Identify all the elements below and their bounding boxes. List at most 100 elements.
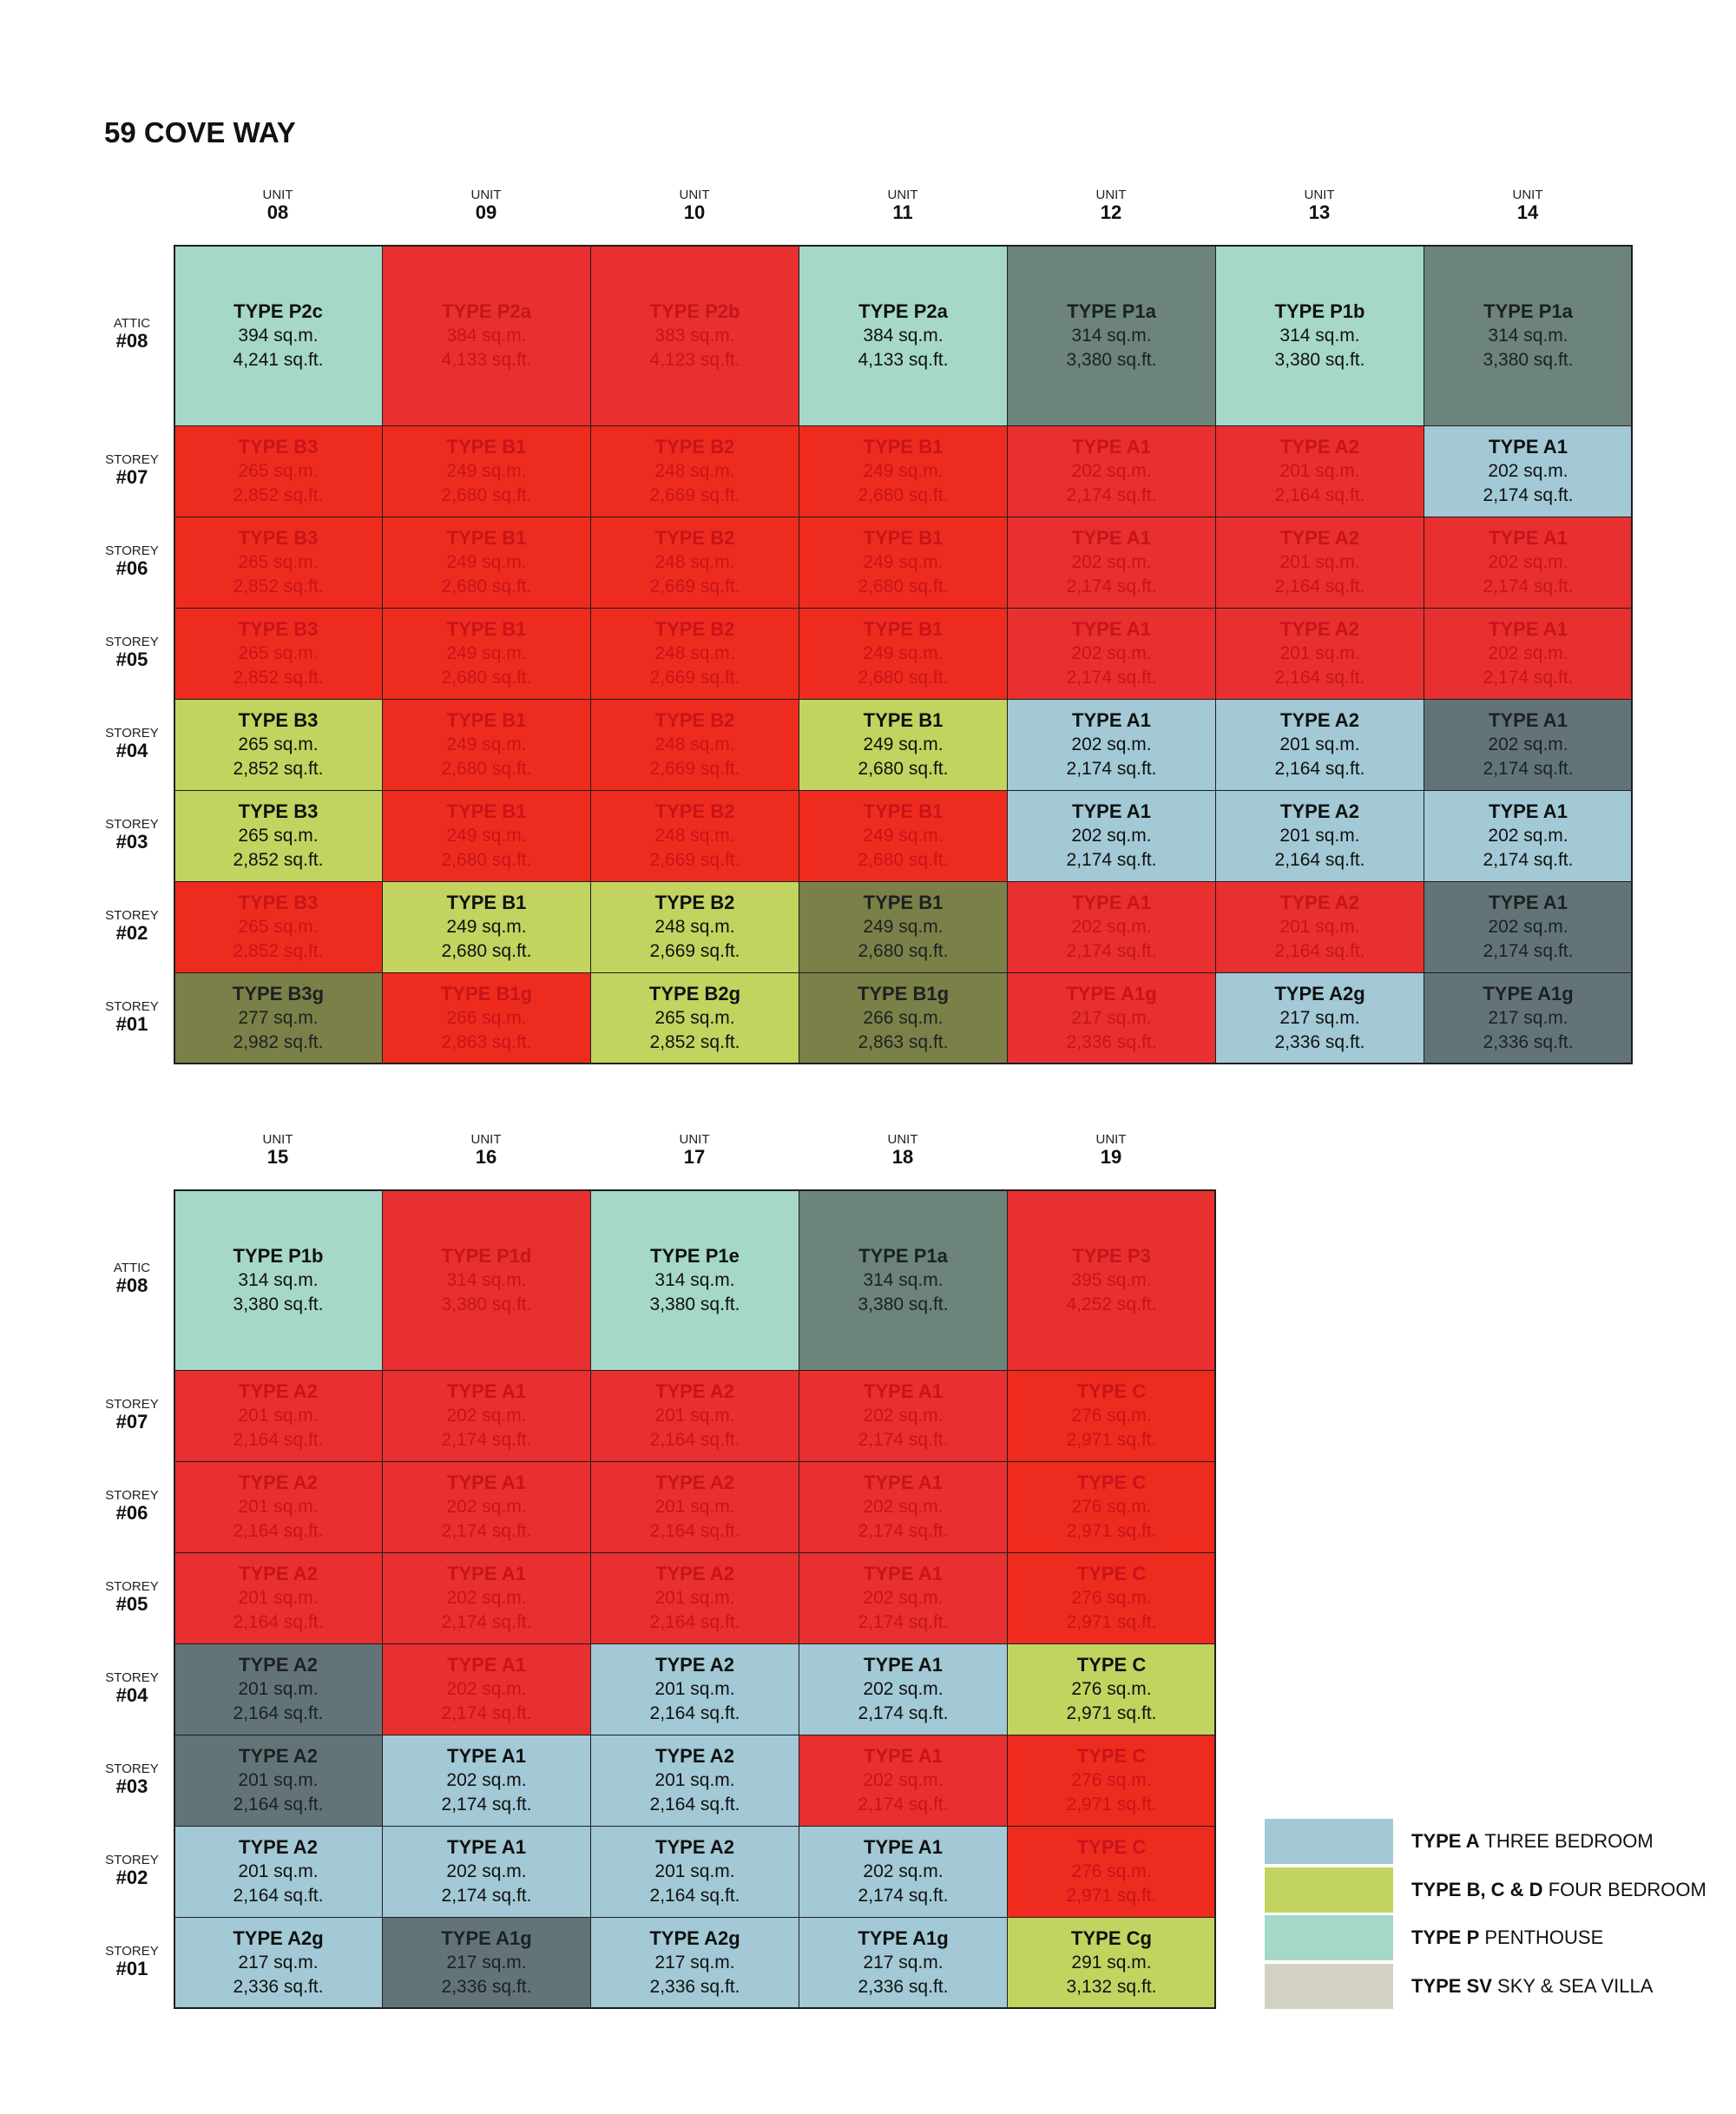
unit-sqm: 265 sq.m. [238, 552, 319, 572]
unit-type: TYPE B3 [238, 436, 319, 458]
unit-cell: TYPE A2g 217 sq.m. 2,336 sq.ft. [590, 1917, 799, 2009]
unit-type: TYPE A2g [233, 1927, 324, 1949]
unit-sqft: 2,174 sq.ft. [1066, 576, 1157, 596]
unit-type: TYPE A1 [1489, 436, 1568, 458]
unit-cell: TYPE B1 249 sq.m. 2,680 sq.ft. [382, 881, 591, 973]
unit-sqft: 2,336 sq.ft. [1274, 1032, 1365, 1052]
unit-cell: TYPE A2 201 sq.m. 2,164 sq.ft. [174, 1643, 383, 1735]
unit-cell: TYPE B1g 266 sq.m. 2,863 sq.ft. [382, 972, 591, 1064]
unit-header: UNIT 08 [174, 188, 382, 223]
unit-type: TYPE B1 [446, 800, 527, 822]
unit-label: UNIT [679, 188, 710, 202]
unit-sqm: 202 sq.m. [446, 1679, 527, 1699]
unit-sqft: 2,680 sq.ft. [858, 759, 949, 779]
floor-number: #07 [115, 1410, 148, 1432]
unit-type: TYPE C [1076, 1563, 1147, 1584]
unit-sqft: 2,174 sq.ft. [441, 1795, 532, 1814]
unit-cell: TYPE A2 201 sq.m. 2,164 sq.ft. [1215, 425, 1424, 517]
unit-sqm: 202 sq.m. [1488, 826, 1568, 846]
unit-sqm: 249 sq.m. [863, 643, 944, 663]
unit-sqm: 249 sq.m. [446, 643, 527, 663]
floor-number: #01 [115, 1957, 148, 1979]
unit-type: TYPE P2c [233, 300, 323, 322]
unit-sqm: 276 sq.m. [1071, 1406, 1152, 1426]
unit-sqft: 2,971 sq.ft. [1066, 1703, 1157, 1723]
unit-type: TYPE A2g [1274, 983, 1365, 1004]
unit-sqft: 3,380 sq.ft. [858, 1294, 949, 1314]
unit-sqft: 2,174 sq.ft. [1483, 941, 1574, 961]
floor-label-text: STOREY [105, 1852, 159, 1867]
unit-header: UNIT 19 [1007, 1132, 1215, 1168]
unit-sqm: 265 sq.m. [238, 917, 319, 937]
unit-sqft: 2,669 sq.ft. [649, 759, 740, 779]
unit-type: TYPE B1 [446, 709, 527, 731]
floor-label: STOREY #05 [84, 1579, 180, 1615]
unit-sqft: 2,971 sq.ft. [1066, 1795, 1157, 1814]
floor-label: STOREY #03 [84, 1762, 180, 1797]
unit-type: TYPE B3 [238, 709, 319, 731]
unit-type: TYPE B1 [863, 709, 944, 731]
unit-sqft: 3,132 sq.ft. [1066, 1977, 1157, 1997]
unit-type: TYPE B3 [238, 800, 319, 822]
unit-cell: TYPE A1 202 sq.m. 2,174 sq.ft. [1007, 517, 1216, 609]
unit-cell: TYPE A2 201 sq.m. 2,164 sq.ft. [1215, 699, 1424, 791]
unit-sqm: 202 sq.m. [1488, 552, 1568, 572]
unit-header: UNIT 16 [382, 1132, 590, 1168]
unit-sqft: 2,164 sq.ft. [1274, 576, 1365, 596]
unit-type: TYPE A2 [1280, 618, 1359, 640]
floor-label-text: STOREY [105, 1761, 159, 1776]
unit-cell: TYPE P1d 314 sq.m. 3,380 sq.ft. [382, 1189, 591, 1371]
unit-sqft: 2,174 sq.ft. [858, 1521, 949, 1541]
unit-type: TYPE A1g [1066, 983, 1157, 1004]
unit-cell: TYPE A1 202 sq.m. 2,174 sq.ft. [1007, 425, 1216, 517]
unit-sqm: 202 sq.m. [446, 1588, 527, 1608]
unit-cell: TYPE A1 202 sq.m. 2,174 sq.ft. [799, 1735, 1008, 1827]
floor-label: ATTIC #08 [84, 1261, 180, 1296]
unit-sqm: 276 sq.m. [1071, 1679, 1152, 1699]
unit-type: TYPE A1 [447, 1836, 526, 1858]
unit-cell: TYPE A2 201 sq.m. 2,164 sq.ft. [590, 1826, 799, 1918]
unit-type: TYPE B2 [654, 436, 735, 458]
unit-sqm: 217 sq.m. [1488, 1008, 1568, 1028]
unit-sqm: 249 sq.m. [863, 917, 944, 937]
unit-number: 14 [1516, 201, 1539, 223]
unit-sqft: 3,380 sq.ft. [649, 1294, 740, 1314]
unit-type: TYPE C [1076, 1745, 1147, 1767]
unit-sqft: 2,174 sq.ft. [1066, 850, 1157, 870]
unit-sqft: 3,380 sq.ft. [1274, 349, 1365, 370]
unit-sqm: 384 sq.m. [446, 325, 527, 346]
unit-type: TYPE B2 [654, 709, 735, 731]
unit-sqm: 249 sq.m. [863, 826, 944, 846]
unit-sqft: 2,669 sq.ft. [649, 576, 740, 596]
unit-header: UNIT 09 [382, 188, 590, 223]
unit-sqft: 2,164 sq.ft. [1274, 485, 1365, 505]
unit-sqm: 202 sq.m. [1488, 734, 1568, 754]
unit-sqm: 249 sq.m. [863, 552, 944, 572]
unit-type: TYPE A1 [864, 1472, 943, 1493]
floor-number: #04 [115, 739, 148, 761]
unit-sqm: 202 sq.m. [1488, 461, 1568, 481]
unit-cell: TYPE B1 249 sq.m. 2,680 sq.ft. [799, 881, 1008, 973]
unit-sqm: 202 sq.m. [863, 1861, 944, 1881]
unit-sqm: 314 sq.m. [1279, 325, 1360, 346]
unit-sqft: 2,852 sq.ft. [233, 850, 324, 870]
unit-sqft: 2,669 sq.ft. [649, 941, 740, 961]
unit-sqm: 265 sq.m. [654, 1008, 735, 1028]
unit-type: TYPE B1 [863, 527, 944, 549]
unit-type: TYPE B2 [654, 800, 735, 822]
unit-sqft: 2,680 sq.ft. [858, 941, 949, 961]
unit-sqm: 276 sq.m. [1071, 1861, 1152, 1881]
unit-label: UNIT [887, 188, 918, 202]
floor-label-text: STOREY [105, 543, 159, 558]
unit-sqm: 384 sq.m. [863, 325, 944, 346]
unit-sqft: 2,174 sq.ft. [858, 1703, 949, 1723]
unit-cell: TYPE A2 201 sq.m. 2,164 sq.ft. [174, 1735, 383, 1827]
unit-cell: TYPE A1 202 sq.m. 2,174 sq.ft. [1007, 699, 1216, 791]
unit-cell: TYPE A2 201 sq.m. 2,164 sq.ft. [1215, 790, 1424, 882]
floor-label-text: ATTIC [113, 1261, 151, 1275]
unit-sqft: 2,680 sq.ft. [858, 485, 949, 505]
unit-sqft: 2,174 sq.ft. [441, 1612, 532, 1632]
unit-sqm: 249 sq.m. [863, 734, 944, 754]
floor-label-text: STOREY [105, 1943, 159, 1959]
unit-cell: TYPE B2 248 sq.m. 2,669 sq.ft. [590, 425, 799, 517]
